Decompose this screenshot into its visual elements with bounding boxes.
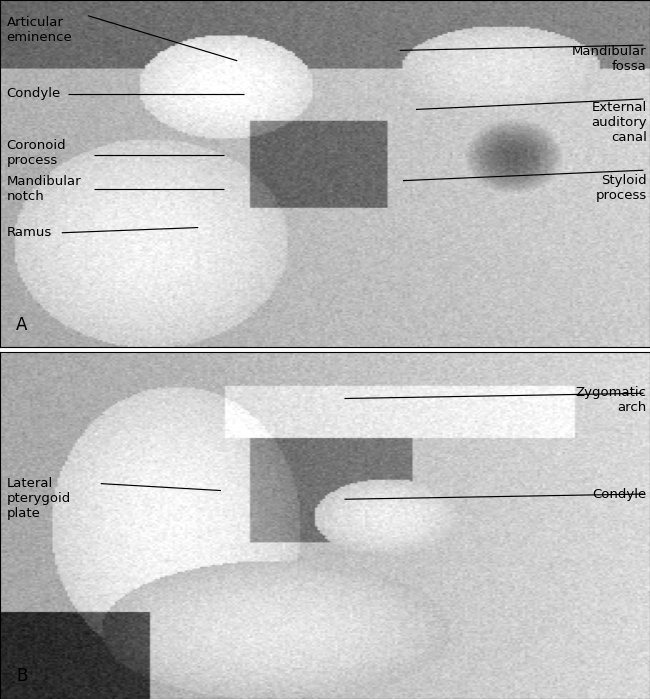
Text: Zygomatic
arch: Zygomatic arch bbox=[576, 387, 647, 415]
Text: Mandibular
notch: Mandibular notch bbox=[6, 175, 81, 203]
Text: Lateral
pterygoid
plate: Lateral pterygoid plate bbox=[6, 477, 71, 519]
Text: Articular
eminence: Articular eminence bbox=[6, 15, 72, 43]
Text: Condyle: Condyle bbox=[593, 487, 647, 500]
Text: Coronoid
process: Coronoid process bbox=[6, 139, 66, 167]
Text: External
auditory
canal: External auditory canal bbox=[591, 101, 647, 144]
Text: Condyle: Condyle bbox=[6, 87, 60, 100]
Text: B: B bbox=[16, 667, 27, 685]
Text: A: A bbox=[16, 315, 27, 333]
Text: Ramus: Ramus bbox=[6, 226, 52, 239]
Text: Styloid
process: Styloid process bbox=[595, 174, 647, 202]
Text: Mandibular
fossa: Mandibular fossa bbox=[572, 45, 647, 73]
